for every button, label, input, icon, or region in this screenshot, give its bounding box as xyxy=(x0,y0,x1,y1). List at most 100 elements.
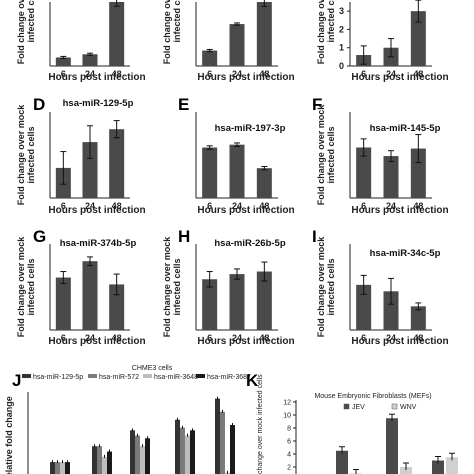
x-tick-label: 24 xyxy=(386,333,396,343)
bar xyxy=(82,54,98,66)
y-axis-label-line: Fold change over mock xyxy=(162,236,172,338)
y-axis-label: Fold change over mockinfected cells xyxy=(16,0,36,64)
y-axis-label-line: Fold change over mock xyxy=(316,0,326,64)
x-tick-label: 48 xyxy=(413,201,423,211)
x-tick-label: 24 xyxy=(386,201,396,211)
bar xyxy=(446,457,458,474)
bar xyxy=(102,456,107,474)
bar xyxy=(92,446,97,474)
y-axis-label: Fold change over mock infected cells xyxy=(257,374,264,474)
legend-label: hsa-miR-3687 xyxy=(207,374,251,381)
legend-swatch xyxy=(391,403,398,410)
x-axis-label: Hours post infection xyxy=(48,336,145,347)
x-tick-label: 24 xyxy=(85,333,95,343)
bar xyxy=(140,446,145,474)
bar xyxy=(410,306,426,330)
x-axis-label: Hours post infection xyxy=(351,72,448,83)
y-tick-label: 1 xyxy=(339,43,344,53)
x-axis-label: Hours post infection xyxy=(351,205,448,216)
y-axis-label-line: infected cells xyxy=(26,258,36,315)
bar xyxy=(256,2,272,66)
x-axis-label: Hours post infection xyxy=(48,72,145,83)
y-axis-label: Fold change over mockinfected cells xyxy=(316,0,336,64)
y-axis-label-line: infected cells xyxy=(326,258,336,315)
legend-label: hsa-miR-129-5p xyxy=(33,374,83,381)
y-axis-label: Fold change over mockinfected cells xyxy=(16,236,36,338)
x-axis-label: Hours post infection xyxy=(197,336,294,347)
panel-label: F xyxy=(312,95,322,114)
y-axis-label: Fold change over mockinfected cells xyxy=(16,104,36,206)
bar xyxy=(130,430,135,474)
legend-swatch xyxy=(143,374,152,378)
bar xyxy=(109,284,125,330)
bar xyxy=(50,462,55,474)
panel-label: D xyxy=(33,95,45,114)
y-axis-label-line: Fold change over mock xyxy=(316,236,326,338)
panel-title: CHME3 cells xyxy=(132,365,173,372)
x-tick-label: 24 xyxy=(232,201,242,211)
x-tick-label: 6 xyxy=(361,333,366,343)
y-tick-label: 12 xyxy=(283,400,291,407)
bar xyxy=(230,425,235,474)
panel-label: H xyxy=(178,227,190,246)
panel-label: E xyxy=(178,95,189,114)
legend-label: hsa-miR-572 xyxy=(99,374,139,381)
x-tick-label: 24 xyxy=(386,69,396,79)
bar xyxy=(190,430,195,474)
x-tick-label: 48 xyxy=(259,333,269,343)
y-tick-label: 10 xyxy=(283,413,291,420)
x-tick-label: 6 xyxy=(61,69,66,79)
bar xyxy=(202,279,218,330)
bar xyxy=(256,168,272,198)
y-axis-label: Fold change over mockinfected cells xyxy=(316,236,336,338)
bar xyxy=(55,462,60,474)
y-axis-label-line: Fold change over mock xyxy=(162,0,172,64)
legend-swatch xyxy=(196,374,205,378)
y-axis-label-line: Fold change over mock xyxy=(16,0,26,64)
x-axis-label: Hours post infection xyxy=(48,205,145,216)
bar xyxy=(356,147,372,198)
bar xyxy=(202,50,218,66)
y-axis-label: Fold change over mockinfected cells xyxy=(162,236,182,338)
legend-swatch xyxy=(88,374,97,378)
y-tick-label: 8 xyxy=(287,426,291,433)
y-axis-label-line: Fold change over mock xyxy=(316,104,326,206)
y-axis-label: Fold change over mockinfected cells xyxy=(316,104,336,206)
x-tick-label: 48 xyxy=(413,333,423,343)
x-tick-label: 6 xyxy=(361,201,366,211)
y-axis-label-line: infected cells xyxy=(326,0,336,43)
x-tick-label: 48 xyxy=(112,69,122,79)
bar xyxy=(220,411,225,474)
x-tick-label: 24 xyxy=(232,333,242,343)
y-axis-label-line: infected cells xyxy=(26,126,36,183)
y-tick-label: 6 xyxy=(287,439,291,446)
panel-title: hsa-miR-34c-5p xyxy=(370,248,441,259)
x-tick-label: 6 xyxy=(207,201,212,211)
bar xyxy=(180,427,185,474)
x-tick-label: 48 xyxy=(259,201,269,211)
x-tick-label: 48 xyxy=(112,201,122,211)
bar xyxy=(65,462,70,474)
legend-label: JEV xyxy=(352,404,365,411)
bar xyxy=(82,142,98,198)
panel-title: hsa-miR-197-3p xyxy=(215,123,286,134)
bar xyxy=(229,274,245,330)
x-tick-label: 48 xyxy=(413,69,423,79)
y-tick-label: 0 xyxy=(339,61,344,71)
x-axis-label: Hours post infection xyxy=(197,72,294,83)
y-axis-label-line: infected cells xyxy=(26,0,36,43)
panel-label: G xyxy=(33,227,46,246)
bar xyxy=(356,284,372,330)
x-tick-label: 6 xyxy=(361,69,366,79)
legend-label: hsa-miR-3648 xyxy=(154,374,198,381)
bar xyxy=(229,144,245,198)
y-axis-label-line: infected cells xyxy=(326,126,336,183)
y-tick-label: 3 xyxy=(339,6,344,16)
x-axis-label: Hours post infection xyxy=(351,336,448,347)
x-tick-label: 48 xyxy=(259,69,269,79)
legend-swatch xyxy=(22,374,31,378)
bar xyxy=(145,438,150,474)
y-tick-label: 2 xyxy=(287,465,291,472)
panel-label: J xyxy=(12,371,21,390)
